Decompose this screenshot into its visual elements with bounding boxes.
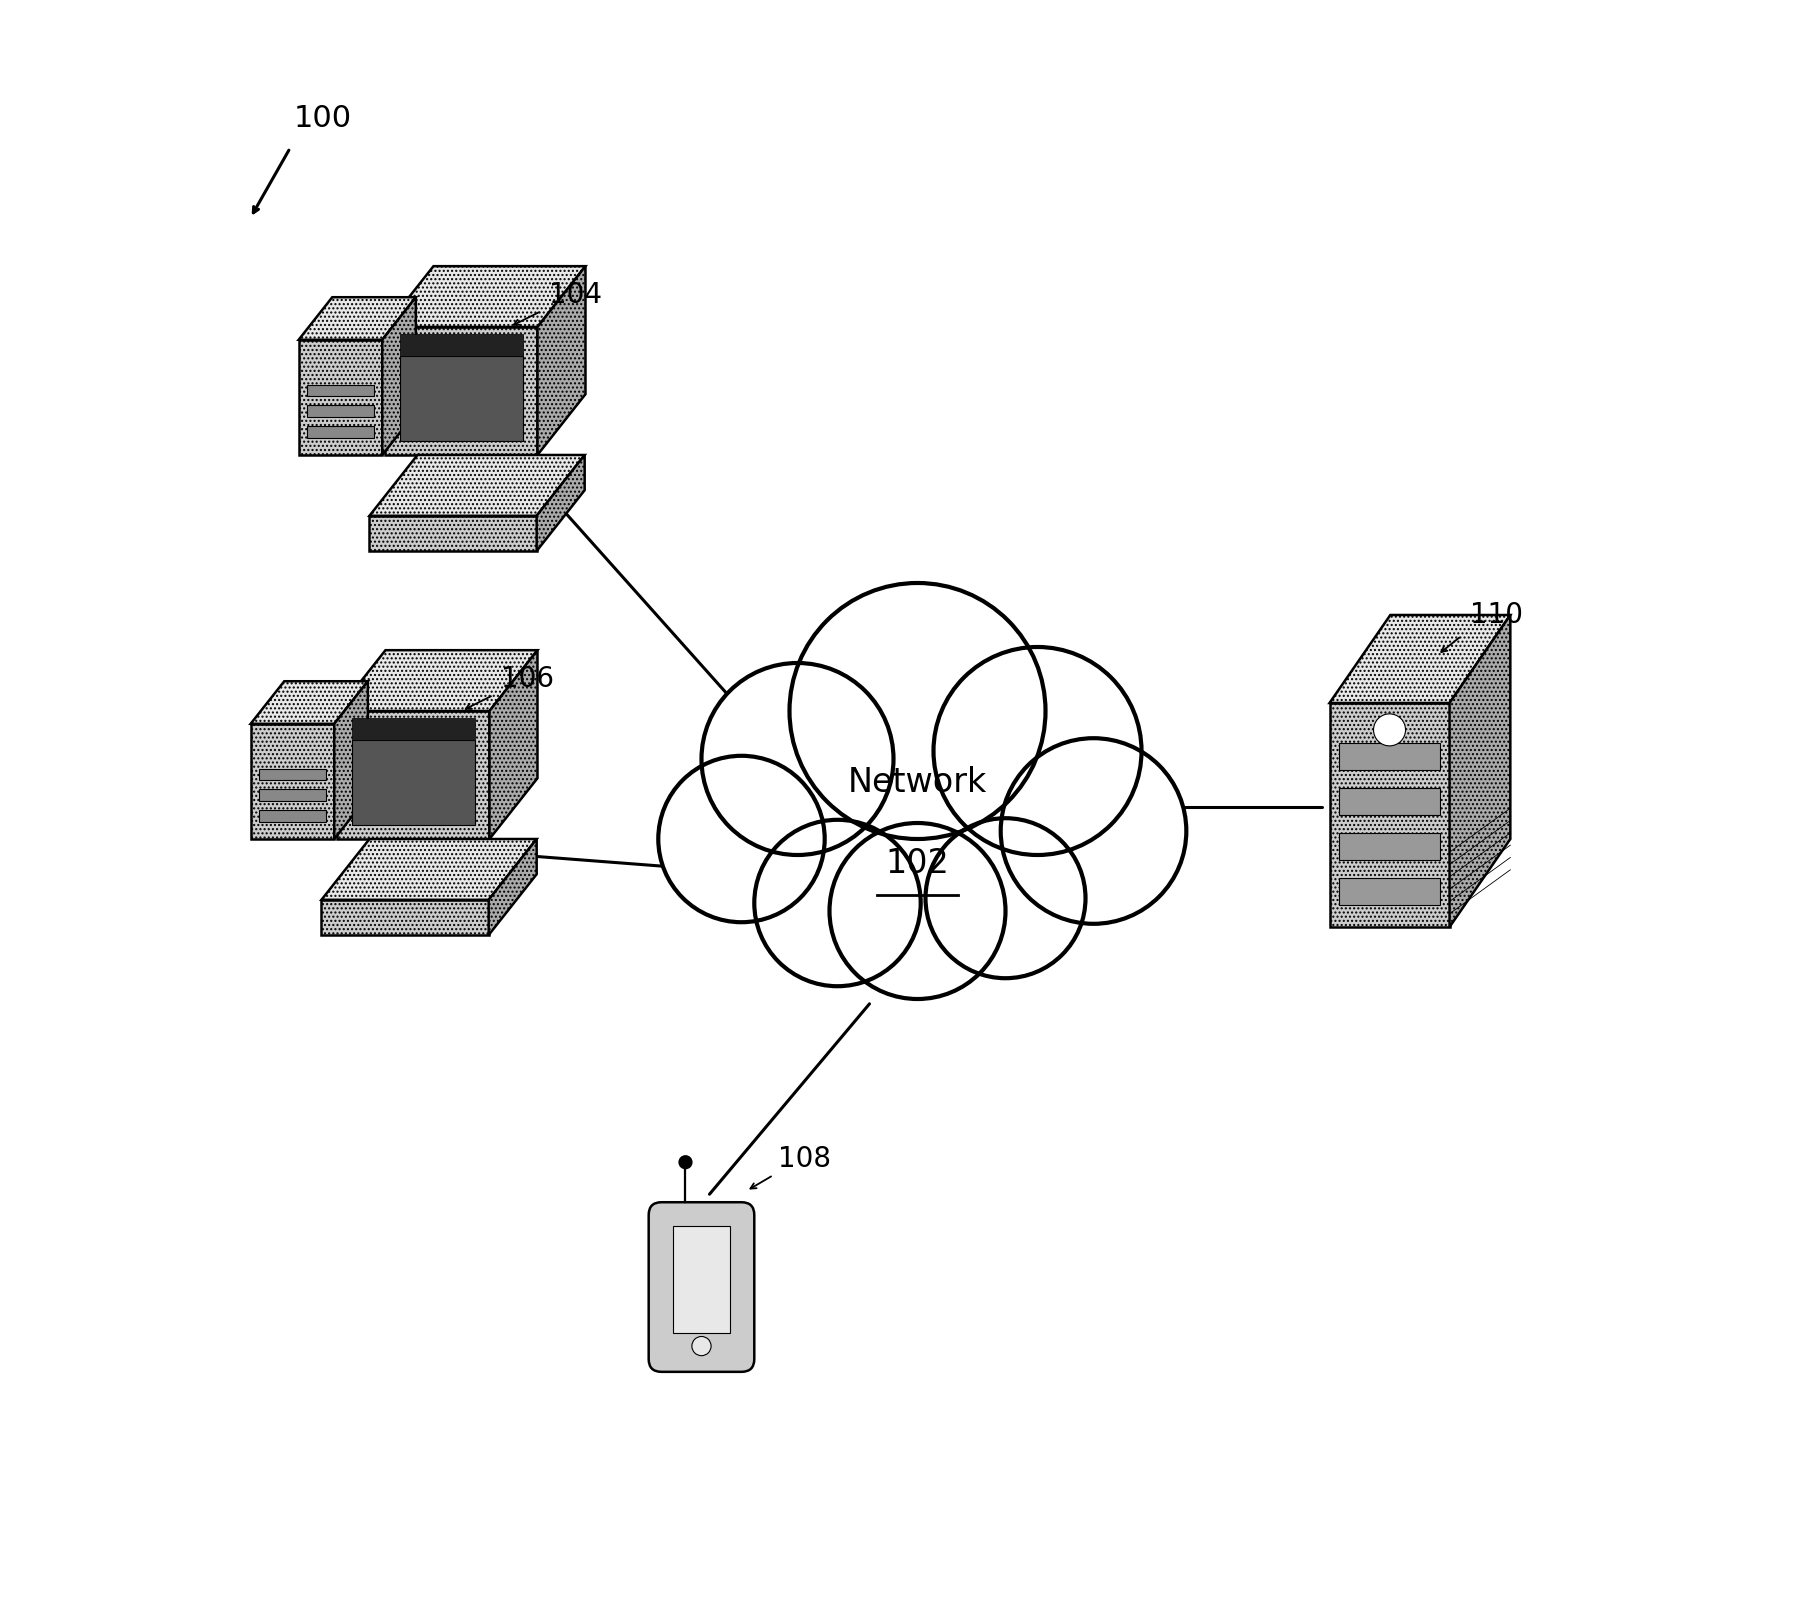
Polygon shape xyxy=(489,839,537,935)
Polygon shape xyxy=(386,328,537,455)
Circle shape xyxy=(1000,738,1186,923)
Polygon shape xyxy=(307,426,375,437)
Polygon shape xyxy=(251,723,335,839)
Circle shape xyxy=(658,755,824,922)
Circle shape xyxy=(789,583,1046,839)
Polygon shape xyxy=(258,789,326,801)
Polygon shape xyxy=(1330,704,1450,926)
Polygon shape xyxy=(351,739,475,825)
Polygon shape xyxy=(322,839,537,901)
Text: 100: 100 xyxy=(293,103,351,132)
Polygon shape xyxy=(298,297,417,341)
FancyBboxPatch shape xyxy=(649,1202,755,1372)
Polygon shape xyxy=(489,650,537,839)
Polygon shape xyxy=(1339,744,1441,770)
Polygon shape xyxy=(400,355,524,441)
Polygon shape xyxy=(1330,615,1510,704)
Circle shape xyxy=(678,1156,691,1169)
Text: Network: Network xyxy=(848,767,988,799)
Polygon shape xyxy=(537,455,584,550)
Circle shape xyxy=(755,820,920,986)
Polygon shape xyxy=(673,1227,729,1333)
Polygon shape xyxy=(322,901,489,935)
Circle shape xyxy=(1373,713,1406,746)
Polygon shape xyxy=(258,810,326,822)
Polygon shape xyxy=(338,650,537,712)
Text: 108: 108 xyxy=(779,1144,831,1173)
Circle shape xyxy=(926,818,1086,978)
Polygon shape xyxy=(258,768,326,780)
Circle shape xyxy=(691,1336,711,1356)
Polygon shape xyxy=(298,341,382,455)
Polygon shape xyxy=(251,681,367,723)
Text: 102: 102 xyxy=(886,846,950,880)
Circle shape xyxy=(933,647,1142,855)
Polygon shape xyxy=(1450,615,1510,926)
Polygon shape xyxy=(400,334,524,355)
Polygon shape xyxy=(382,297,417,455)
Polygon shape xyxy=(1339,788,1441,815)
Polygon shape xyxy=(351,718,475,739)
Polygon shape xyxy=(537,266,586,455)
Polygon shape xyxy=(1339,833,1441,860)
Polygon shape xyxy=(1339,878,1441,904)
Polygon shape xyxy=(335,681,367,839)
Text: 106: 106 xyxy=(502,665,555,692)
Polygon shape xyxy=(338,712,489,839)
Polygon shape xyxy=(386,266,586,328)
Polygon shape xyxy=(307,405,375,416)
Text: 104: 104 xyxy=(549,281,602,308)
Circle shape xyxy=(829,823,1006,999)
Polygon shape xyxy=(369,516,537,550)
Text: 110: 110 xyxy=(1470,600,1523,629)
Polygon shape xyxy=(369,455,584,516)
Polygon shape xyxy=(307,384,375,395)
Circle shape xyxy=(702,663,893,855)
